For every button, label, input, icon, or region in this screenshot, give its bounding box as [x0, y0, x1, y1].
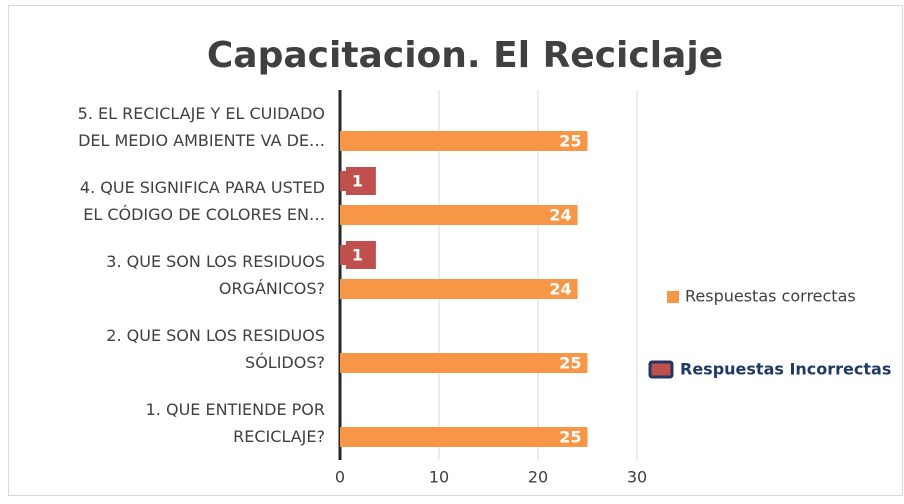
legend-swatch [667, 291, 679, 303]
bar [340, 279, 578, 299]
chart-frame [8, 5, 903, 496]
x-tick-label: 20 [528, 468, 548, 487]
data-label-box [345, 241, 376, 269]
data-label: 25 [559, 428, 581, 447]
data-label-box [345, 167, 376, 195]
legend-label: Respuestas correctas [685, 287, 856, 306]
bar [340, 205, 578, 225]
y-tick-label: 1. QUE ENTIENDE POR RECICLAJE? [145, 400, 325, 446]
data-label: 24 [549, 280, 571, 299]
y-tick-label: 2. QUE SON LOS RESIDUOS SÓLIDOS? [106, 326, 325, 372]
chart-title: Capacitacion. El Reciclaje [207, 35, 723, 76]
data-label: 25 [559, 354, 581, 373]
bar [340, 131, 588, 151]
legend-label: Respuestas Incorrectas [680, 360, 891, 379]
data-label: 25 [559, 132, 581, 151]
legend-swatch [648, 360, 674, 379]
data-label: 24 [549, 206, 571, 225]
x-tick-label: 30 [627, 468, 647, 487]
data-label: 1 [352, 172, 363, 191]
y-tick-label: 3. QUE SON LOS RESIDUOS ORGÁNICOS? [106, 252, 325, 298]
bar [340, 245, 350, 265]
y-tick-label: 4. QUE SIGNIFICA PARA USTED EL CÓDIGO DE… [79, 178, 325, 224]
x-tick-label: 0 [335, 468, 345, 487]
bar [340, 427, 588, 447]
bar [340, 171, 350, 191]
bar [340, 353, 588, 373]
data-label: 1 [352, 246, 363, 265]
x-tick-label: 10 [429, 468, 449, 487]
y-tick-label: 5. EL RECICLAJE Y EL CUIDADO DEL MEDIO A… [77, 104, 325, 150]
